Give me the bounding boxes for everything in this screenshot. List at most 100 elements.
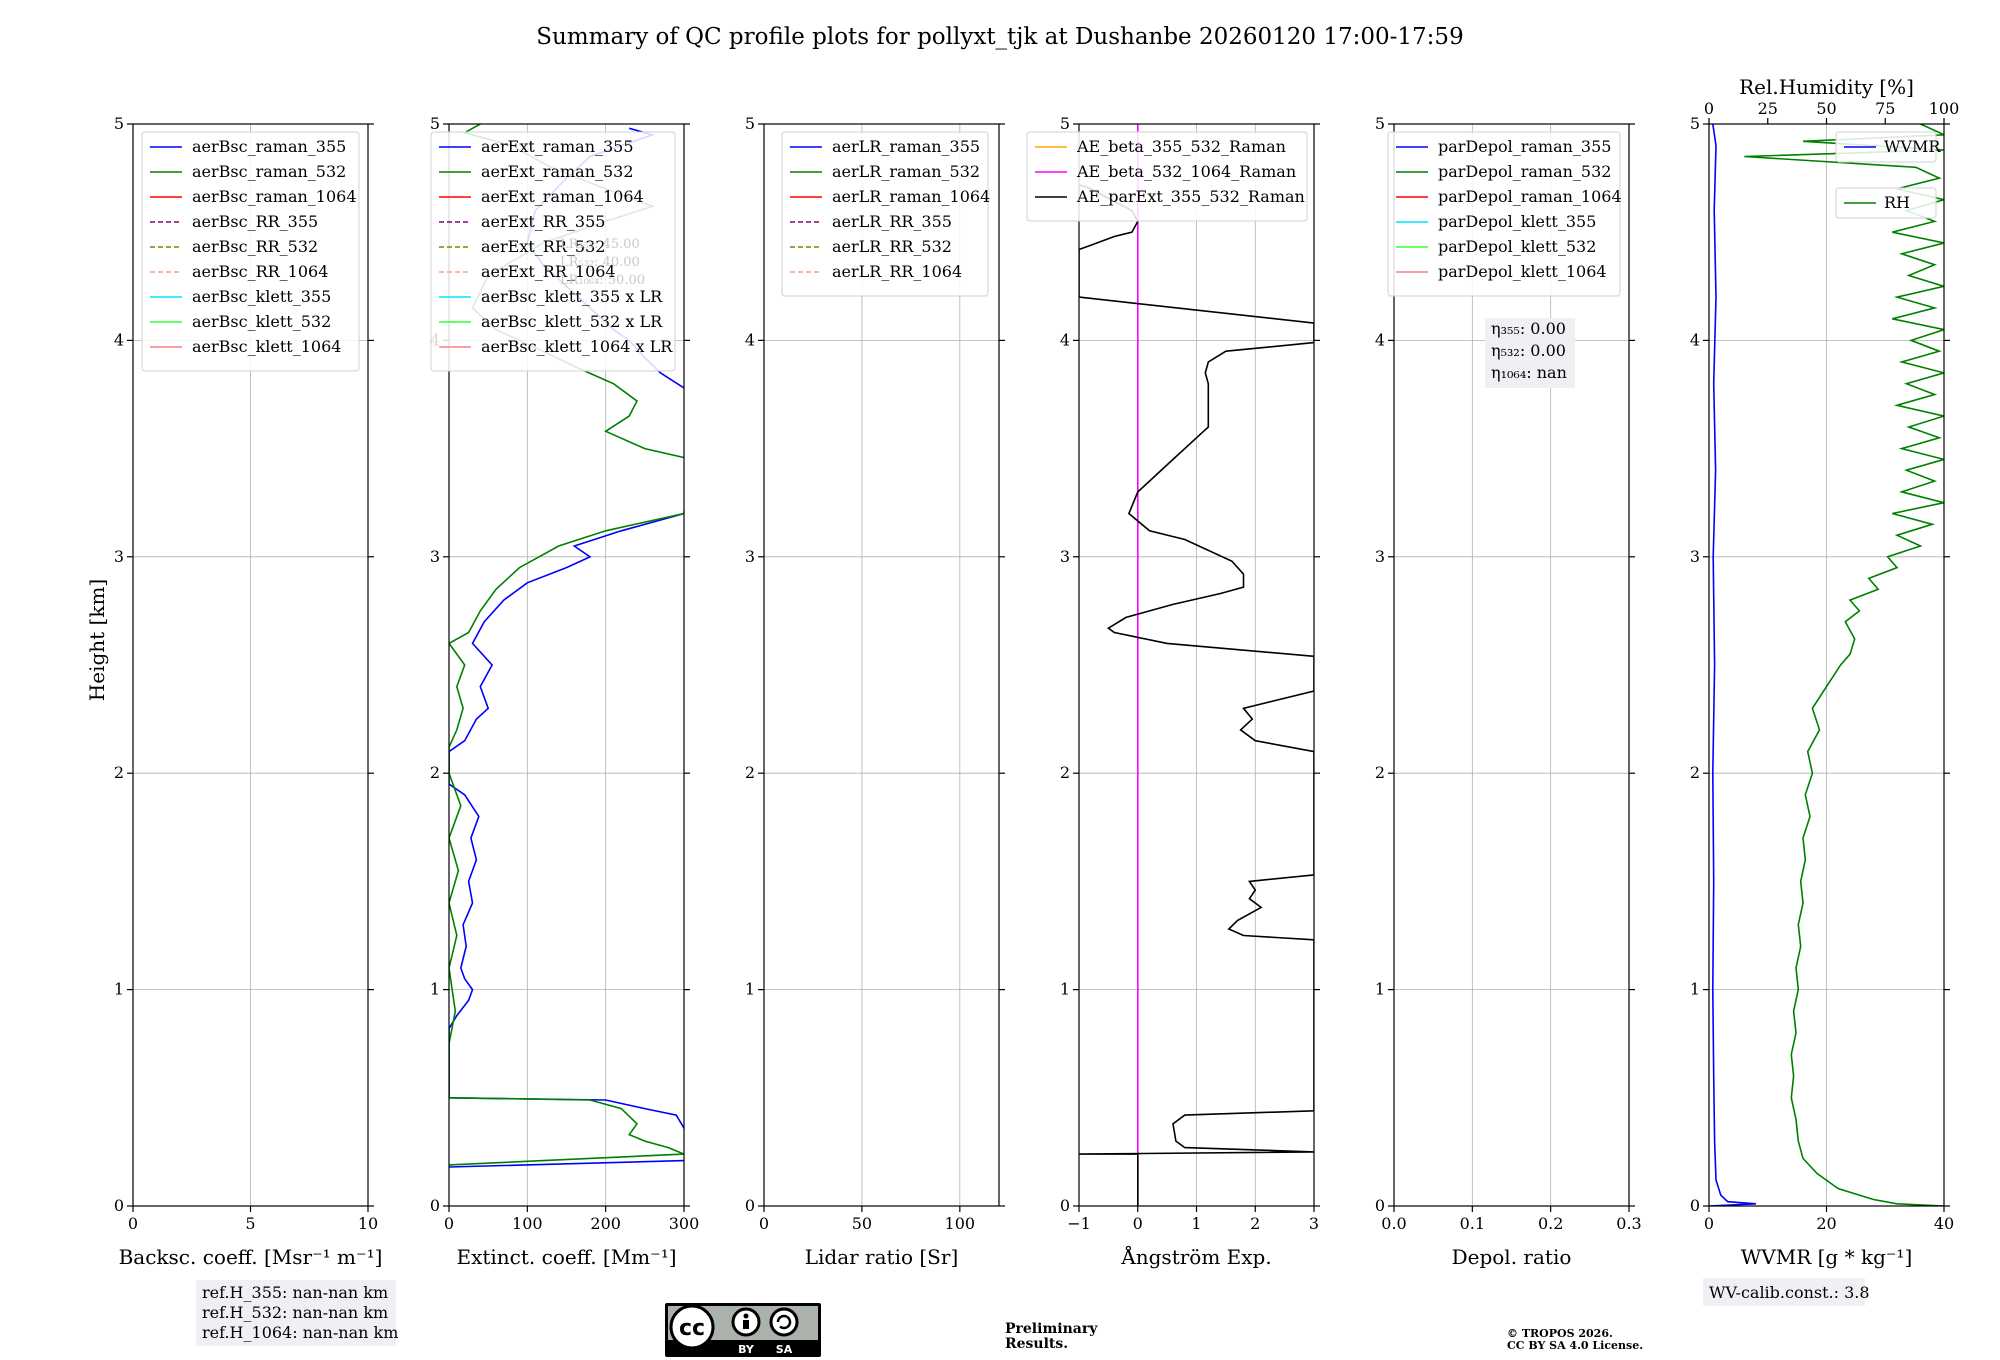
legend-item: aerLR_RR_1064 (832, 262, 962, 281)
x2tick-label: 100 (1929, 99, 1960, 118)
legend-item: aerBsc_raman_532 (192, 162, 346, 181)
x2-axis-label: Rel.Humidity [%] (1739, 75, 1914, 99)
x2tick-label: 50 (1816, 99, 1836, 118)
ytick-label: 2 (745, 763, 755, 782)
axes-frame (763, 123, 1000, 1207)
ytick-label: 5 (1690, 114, 1700, 133)
legend-item: aerBsc_klett_355 (192, 287, 331, 306)
legend-frame (1835, 187, 1937, 219)
legend-item: aerBsc_raman_355 (192, 137, 346, 156)
xtick-label: 0.3 (1616, 1214, 1641, 1233)
ytick-label: 4 (1690, 330, 1700, 349)
legend-item: aerExt_RR_1064 (481, 262, 616, 281)
legend-item: aerLR_RR_355 (832, 212, 952, 231)
x2tick-label: 0 (1704, 99, 1714, 118)
cc-badge-by: BY (738, 1343, 755, 1356)
legend-frame (141, 131, 360, 372)
legend: aerBsc_raman_355 aerBsc_raman_532 aerBsc_r… (141, 131, 360, 372)
legend-item: aerExt_RR_355 (481, 212, 605, 231)
ytick-label: 3 (430, 547, 440, 566)
legend-item: WVMR (1884, 137, 1941, 156)
ytick-label: 0 (1690, 1196, 1700, 1215)
ytick-label: 2 (1690, 763, 1700, 782)
legend-item: aerBsc_klett_355 x LR (481, 287, 663, 306)
xtick-label: 0.2 (1538, 1214, 1563, 1233)
xtick-label: 3 (1309, 1214, 1319, 1233)
ytick-label: 3 (745, 547, 755, 566)
legend-item: parDepol_klett_1064 (1438, 262, 1607, 281)
x-axis-label: Lidar ratio [Sr] (805, 1245, 959, 1269)
annotation-line: η₁₀₆₄: nan (1491, 363, 1567, 382)
xtick-label: 40 (1934, 1214, 1954, 1233)
x2tick-label: 25 (1758, 99, 1778, 118)
xtick-label: 300 (669, 1214, 700, 1233)
ytick-label: 0 (114, 1196, 124, 1215)
legend-item: aerLR_RR_532 (832, 237, 952, 256)
legend-item: aerBsc_klett_532 x LR (481, 312, 663, 331)
cc-license-badge: cc BY SA (665, 1303, 821, 1357)
ytick-label: 2 (430, 763, 440, 782)
series-RH (1744, 124, 1944, 1206)
legend-item: aerBsc_klett_532 (192, 312, 331, 331)
copyright-text-2: CC BY SA 4.0 License. (1507, 1339, 1643, 1352)
x-axis-label: Depol. ratio (1452, 1245, 1572, 1269)
wv-calib-box: WV-calib.const.: 3.8 (1703, 1278, 1870, 1306)
ytick-label: 5 (1060, 114, 1070, 133)
legend-item: RH (1884, 193, 1910, 212)
ytick-label: 5 (1375, 114, 1385, 133)
xtick-label: 1 (1191, 1214, 1201, 1233)
xtick-label: 200 (590, 1214, 621, 1233)
legend-frame (430, 131, 676, 372)
legend-item: AE_beta_532_1064_Raman (1076, 162, 1296, 181)
ytick-label: 5 (430, 114, 440, 133)
preliminary-text-2: Results. (1005, 1336, 1068, 1352)
y-axis-label: Height [km] (85, 579, 109, 701)
legend-item: aerExt_raman_1064 (481, 187, 644, 206)
xtick-label: 20 (1816, 1214, 1836, 1233)
legend-item: aerLR_raman_1064 (832, 187, 990, 206)
xtick-label: 50 (852, 1214, 872, 1233)
ytick-label: 4 (114, 330, 124, 349)
legend-item: parDepol_raman_1064 (1438, 187, 1622, 206)
legend-wvmr: WVMR (1835, 131, 1941, 163)
ytick-label: 2 (1060, 763, 1070, 782)
xtick-label: 0 (128, 1214, 138, 1233)
xtick-label: 0 (444, 1214, 454, 1233)
ytick-label: 1 (745, 980, 755, 999)
annotation-line: LR₅₃₂: 40.00 (560, 255, 640, 270)
ref-height-532: ref.H_532: nan-nan km (202, 1303, 388, 1322)
legend-item: aerBsc_klett_1064 (192, 337, 341, 356)
legend-item: aerLR_raman_532 (832, 162, 980, 181)
ytick-label: 0 (430, 1196, 440, 1215)
series-WVMR (1709, 124, 1757, 1206)
x-axis-label: WVMR [g * kg⁻¹] (1741, 1245, 1913, 1269)
ytick-label: 5 (745, 114, 755, 133)
legend-item: parDepol_klett_532 (1438, 237, 1596, 256)
x-axis-label: Ångström Exp. (1120, 1244, 1271, 1269)
ref-height-box: ref.H_355: nan-nan km ref.H_532: nan-nan… (196, 1280, 398, 1346)
ytick-label: 4 (1060, 330, 1070, 349)
legend-item: aerBsc_RR_355 (192, 212, 318, 231)
legend-item: AE_parExt_355_532_Raman (1076, 187, 1305, 206)
legend-frame (1026, 131, 1308, 222)
legend-item: aerBsc_RR_1064 (192, 262, 328, 281)
legend-item: AE_beta_355_532_Raman (1076, 137, 1286, 156)
axes-frame (1393, 123, 1630, 1207)
annotation-box: η₃₅₅: 0.00 η₅₃₂: 0.00 η₁₀₆₄: nan (1485, 318, 1575, 388)
annotation-bg (1485, 318, 1575, 388)
legend: aerExt_raman_355 aerExt_raman_532 aerExt_r… (430, 131, 676, 372)
axes-frame (1078, 123, 1315, 1207)
xtick-label: 100 (512, 1214, 543, 1233)
x2tick-label: 75 (1875, 99, 1895, 118)
legend-item: aerLR_raman_355 (832, 137, 980, 156)
x-axis-label: Extinct. coeff. [Mm⁻¹] (456, 1245, 676, 1269)
xtick-label: 0 (1133, 1214, 1143, 1233)
sa-icon (769, 1307, 799, 1337)
legend-item: aerBsc_raman_1064 (192, 187, 357, 206)
copyright-text-1: © TROPOS 2026. (1507, 1327, 1613, 1340)
ytick-label: 4 (1375, 330, 1385, 349)
legend-rh: RH (1835, 187, 1937, 219)
ytick-label: 3 (1375, 547, 1385, 566)
